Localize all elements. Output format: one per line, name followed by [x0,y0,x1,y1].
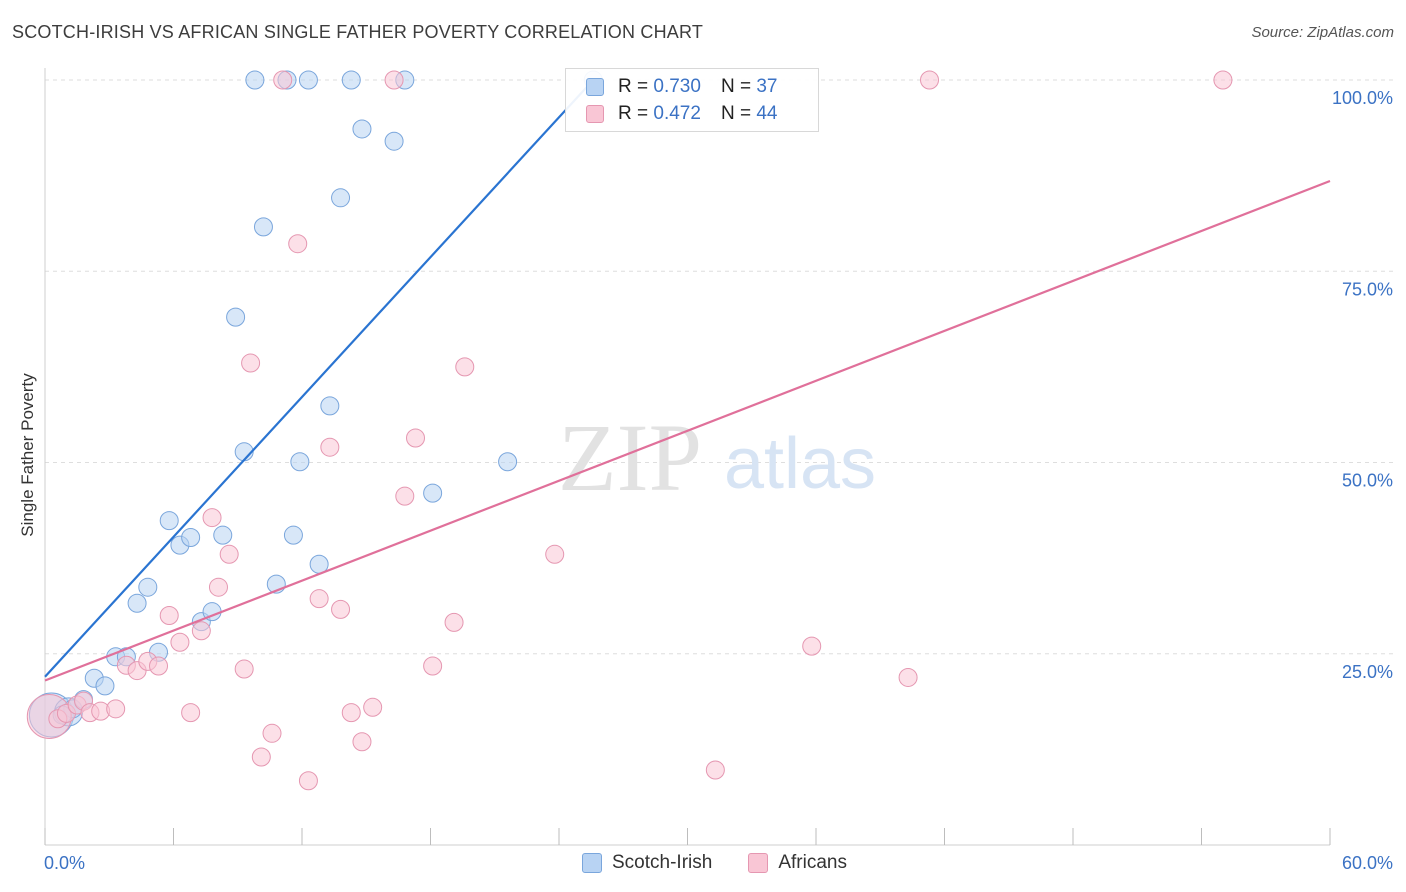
legend-label-scotch-irish: Scotch-Irish [612,852,713,873]
data-points [26,70,1233,791]
n-label: N = [720,103,752,124]
africans-point-7 [106,699,126,719]
scotch-irish-trend-line [44,79,595,678]
trend-lines [44,79,1331,682]
africans-point-11 [149,656,169,676]
africans-point-13 [170,632,190,652]
scotch-irish-point-34 [498,452,518,472]
scotch-irish-point-25 [298,70,318,90]
scotch-irish-legend-icon [582,853,602,873]
africans-point-31 [363,697,383,717]
africans-point-29 [341,703,361,723]
scotch-irish-point-33 [423,483,443,503]
scotch-irish-point-19 [245,70,265,90]
legend-row-africans: R = 0.472 N = 44 [586,101,777,127]
scotch-irish-r-value: 0.730 [653,76,701,97]
africans-trend-line [44,179,1331,682]
scotch-irish-point-29 [341,70,361,90]
n-label: N = [720,76,752,97]
r-label: R = [618,103,649,124]
scotch-irish-point-28 [331,188,351,208]
africans-point-39 [705,760,725,780]
africans-point-22 [262,723,282,743]
africans-point-34 [406,428,426,448]
scotch-irish-point-30 [352,119,372,139]
africans-point-36 [444,612,464,632]
legend-label-africans: Africans [778,852,847,873]
r-label: R = [618,76,649,97]
watermark-atlas: atlas [724,424,876,504]
africans-point-37 [455,357,475,377]
y-axis-label: Single Father Poverty [18,373,37,537]
africans-point-32 [384,70,404,90]
africans-point-35 [423,656,443,676]
scotch-irish-point-27 [320,396,340,416]
africans-point-38 [545,544,565,564]
correlation-legend: R = 0.730 N = 37 R = 0.472 N = 44 [565,68,819,132]
africans-point-30 [352,732,372,752]
africans-point-15 [191,621,211,641]
africans-point-28 [331,599,351,619]
africans-point-20 [241,353,261,373]
scotch-irish-point-31 [384,131,404,151]
scotch-irish-point-5 [95,676,115,696]
scotch-irish-swatch-icon [586,78,604,96]
africans-point-12 [159,606,179,625]
y-tick-label-2: 75.0% [1342,279,1393,299]
scotch-irish-point-20 [253,217,273,237]
africans-point-25 [298,771,318,791]
y-tick-label-3: 100.0% [1332,88,1393,108]
africans-point-27 [320,437,340,457]
legend-item-africans: Africans [748,852,847,874]
africans-point-26 [309,589,329,609]
y-tick-label-1: 50.0% [1342,471,1393,491]
africans-point-14 [181,703,201,723]
africans-r-value: 0.472 [653,103,701,124]
africans-point-40 [802,636,822,656]
y-tick-label-0: 25.0% [1342,662,1393,682]
legend-item-scotch-irish: Scotch-Irish [582,852,712,874]
africans-swatch-icon [586,105,604,123]
x-tick-label-min: 0.0% [44,853,85,873]
africans-point-18 [219,544,239,564]
scotch-irish-point-11 [159,511,179,531]
africans-point-24 [288,234,308,254]
scotch-irish-point-8 [127,593,147,613]
africans-n-value: 44 [756,103,778,124]
scotch-irish-point-23 [283,525,303,545]
scotch-irish-point-16 [213,525,233,545]
series-legend: Scotch-Irish Africans [582,852,883,874]
scotch-irish-point-9 [138,577,158,597]
africans-point-42 [920,70,940,90]
africans-point-33 [395,486,415,506]
x-tick-label-max: 60.0% [1342,853,1393,873]
chart-title: SCOTCH-IRISH VS AFRICAN SINGLE FATHER PO… [12,22,704,42]
africans-point-21 [251,747,271,767]
source-label: Source: ZipAtlas.com [1251,24,1394,41]
africans-point-41 [898,667,918,687]
africans-point-16 [202,508,222,528]
watermark-zip: ZIP [558,404,702,511]
legend-row-scotch-irish: R = 0.730 N = 37 [586,74,777,100]
africans-point-43 [1213,70,1233,90]
tick-labels: 25.0% 50.0% 75.0% 100.0% 0.0% 60.0% [44,88,1393,873]
watermark: ZIP atlas [558,404,876,511]
scotch-irish-point-13 [181,527,201,547]
scotch-irish-n-value: 37 [756,76,778,97]
scotch-irish-point-24 [290,452,310,472]
africans-legend-icon [748,853,769,873]
africans-point-19 [234,659,254,679]
africans-point-23 [273,70,293,90]
scotch-irish-point-17 [226,307,246,327]
africans-point-17 [208,577,228,597]
